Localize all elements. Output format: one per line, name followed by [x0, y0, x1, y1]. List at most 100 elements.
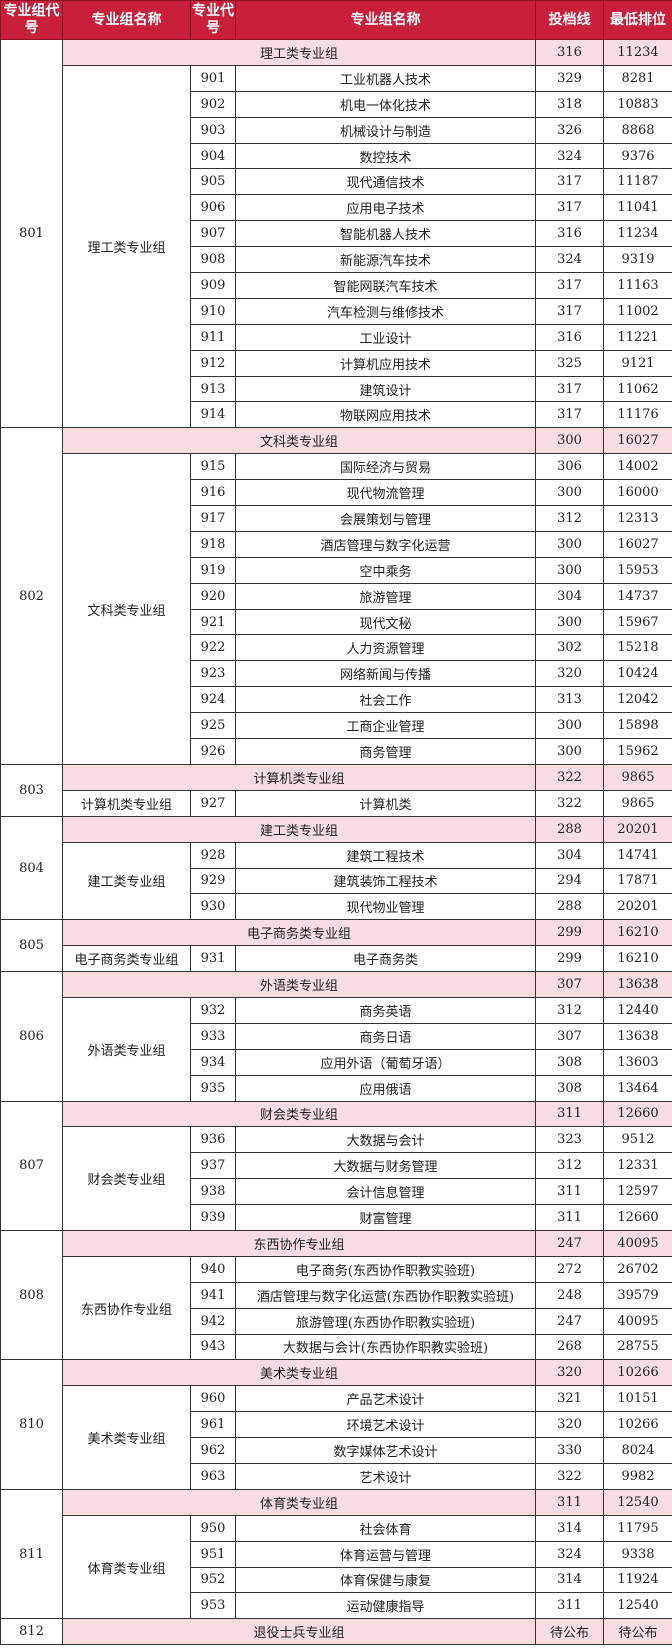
group-code: 808 — [0, 1229, 63, 1361]
major-cutoff: 317 — [535, 272, 604, 299]
major-code: 943 — [190, 1333, 236, 1361]
group-min-rank: 10266 — [603, 1359, 672, 1387]
major-name: 商务管理 — [235, 738, 536, 765]
group-code: 802 — [0, 427, 63, 765]
major-min-rank: 15953 — [603, 556, 672, 584]
major-cutoff: 322 — [535, 789, 604, 817]
major-name: 商务日语 — [235, 1022, 536, 1050]
major-min-rank: 11041 — [603, 194, 672, 222]
major-code: 929 — [190, 867, 236, 895]
major-row: 体育类专业组 950 社会体育 314 11795 — [1, 1514, 672, 1620]
major-min-rank: 11221 — [603, 323, 672, 351]
major-code: 953 — [190, 1592, 236, 1620]
major-cutoff: 324 — [535, 142, 604, 170]
major-name: 新能源汽车技术 — [235, 246, 536, 274]
major-name: 产品艺术设计 — [235, 1385, 536, 1413]
major-code: 903 — [190, 116, 236, 144]
major-min-rank: 16000 — [603, 479, 672, 507]
major-code: 915 — [190, 453, 236, 481]
major-name: 建筑设计 — [235, 375, 536, 403]
major-min-rank: 12313 — [603, 505, 672, 532]
major-code: 938 — [190, 1178, 236, 1206]
group-name: 文科类专业组 — [62, 453, 191, 765]
major-cutoff: 268 — [535, 1333, 604, 1361]
major-code: 923 — [190, 660, 236, 688]
major-name: 网络新闻与传播 — [235, 660, 536, 688]
major-row: 905 现代通信技术 317 11187 — [1, 168, 672, 196]
major-code: 930 — [190, 893, 236, 921]
major-cutoff: 300 — [535, 479, 604, 507]
major-cutoff: 300 — [535, 608, 604, 636]
major-name: 应用电子技术 — [235, 194, 536, 222]
major-min-rank: 8281 — [603, 64, 672, 92]
major-row: 建工类专业组 928 建筑工程技术 304 14741 — [1, 841, 672, 921]
major-code: 931 — [190, 945, 236, 973]
major-cutoff: 318 — [535, 90, 604, 118]
major-cutoff: 324 — [535, 246, 604, 274]
major-cutoff: 312 — [535, 1152, 604, 1180]
major-min-rank: 26702 — [603, 1255, 672, 1283]
major-code: 936 — [190, 1126, 236, 1154]
group-min-rank: 12540 — [603, 1488, 672, 1516]
major-name: 机械设计与制造 — [235, 116, 536, 144]
major-row: 953 运动健康指导 311 12540 — [1, 1592, 672, 1620]
group-min-rank: 20201 — [603, 815, 672, 843]
major-min-rank: 12440 — [603, 996, 672, 1024]
major-row: 财会类专业组 936 大数据与会计 323 9512 — [1, 1126, 672, 1231]
major-min-rank: 13638 — [603, 1022, 672, 1050]
major-name: 计算机类 — [235, 789, 536, 817]
major-min-rank: 9338 — [603, 1540, 672, 1568]
major-min-rank: 28755 — [603, 1333, 672, 1361]
major-name: 会计信息管理 — [235, 1178, 536, 1206]
major-code: 928 — [190, 841, 236, 869]
major-name: 建筑装饰工程技术 — [235, 867, 536, 895]
major-code: 912 — [190, 349, 236, 377]
major-name: 工业机器人技术 — [235, 64, 536, 92]
major-min-rank: 11176 — [603, 401, 672, 429]
major-code: 960 — [190, 1385, 236, 1413]
major-cutoff: 317 — [535, 168, 604, 196]
major-code: 922 — [190, 634, 236, 662]
major-min-rank: 11187 — [603, 168, 672, 196]
group-cutoff: 322 — [535, 763, 604, 791]
group-summary-name: 建工类专业组 — [62, 815, 536, 843]
major-name: 建筑工程技术 — [235, 841, 536, 869]
major-min-rank: 8868 — [603, 116, 672, 144]
group-code: 810 — [0, 1359, 63, 1490]
group-cutoff: 311 — [535, 1100, 604, 1128]
major-cutoff: 330 — [535, 1437, 604, 1464]
group-code: 811 — [0, 1488, 63, 1620]
major-cutoff: 314 — [535, 1566, 604, 1594]
major-name: 工业设计 — [235, 323, 536, 351]
header-major-code: 专业代号 — [190, 0, 236, 40]
major-min-rank: 16210 — [603, 945, 672, 973]
major-name: 数字媒体艺术设计 — [235, 1437, 536, 1464]
major-min-rank: 15898 — [603, 712, 672, 740]
major-code: 939 — [190, 1204, 236, 1231]
major-min-rank: 10151 — [603, 1385, 672, 1413]
major-min-rank: 13603 — [603, 1048, 672, 1076]
major-name: 现代文秘 — [235, 608, 536, 636]
major-cutoff: 304 — [535, 841, 604, 869]
major-name: 数控技术 — [235, 142, 536, 170]
major-code: 933 — [190, 1022, 236, 1050]
major-min-rank: 11062 — [603, 375, 672, 403]
group-name: 理工类专业组 — [62, 64, 191, 429]
group-summary-name: 东西协作专业组 — [62, 1229, 536, 1257]
major-cutoff: 302 — [535, 634, 604, 662]
major-row: 外语类专业组 932 商务英语 312 12440 — [1, 996, 672, 1102]
major-row: 921 现代文秘 300 15967 — [1, 608, 672, 636]
major-cutoff: 320 — [535, 660, 604, 688]
major-row: 942 旅游管理(东西协作职教实验班) 247 40095 — [1, 1307, 672, 1335]
major-name: 汽车检测与维修技术 — [235, 297, 536, 325]
major-name: 现代物流管理 — [235, 479, 536, 507]
major-cutoff: 300 — [535, 712, 604, 740]
major-min-rank: 10424 — [603, 660, 672, 688]
major-name: 旅游管理 — [235, 582, 536, 610]
major-row: 907 智能机器人技术 316 11234 — [1, 220, 672, 248]
group-summary-row: 802 文科类专业组 300 16027 — [0, 427, 672, 765]
major-min-rank: 9865 — [603, 789, 672, 817]
major-row: 909 智能网联汽车技术 317 11163 — [1, 272, 672, 299]
group-summary-name: 外语类专业组 — [62, 971, 536, 998]
group-name: 体育类专业组 — [62, 1514, 191, 1620]
